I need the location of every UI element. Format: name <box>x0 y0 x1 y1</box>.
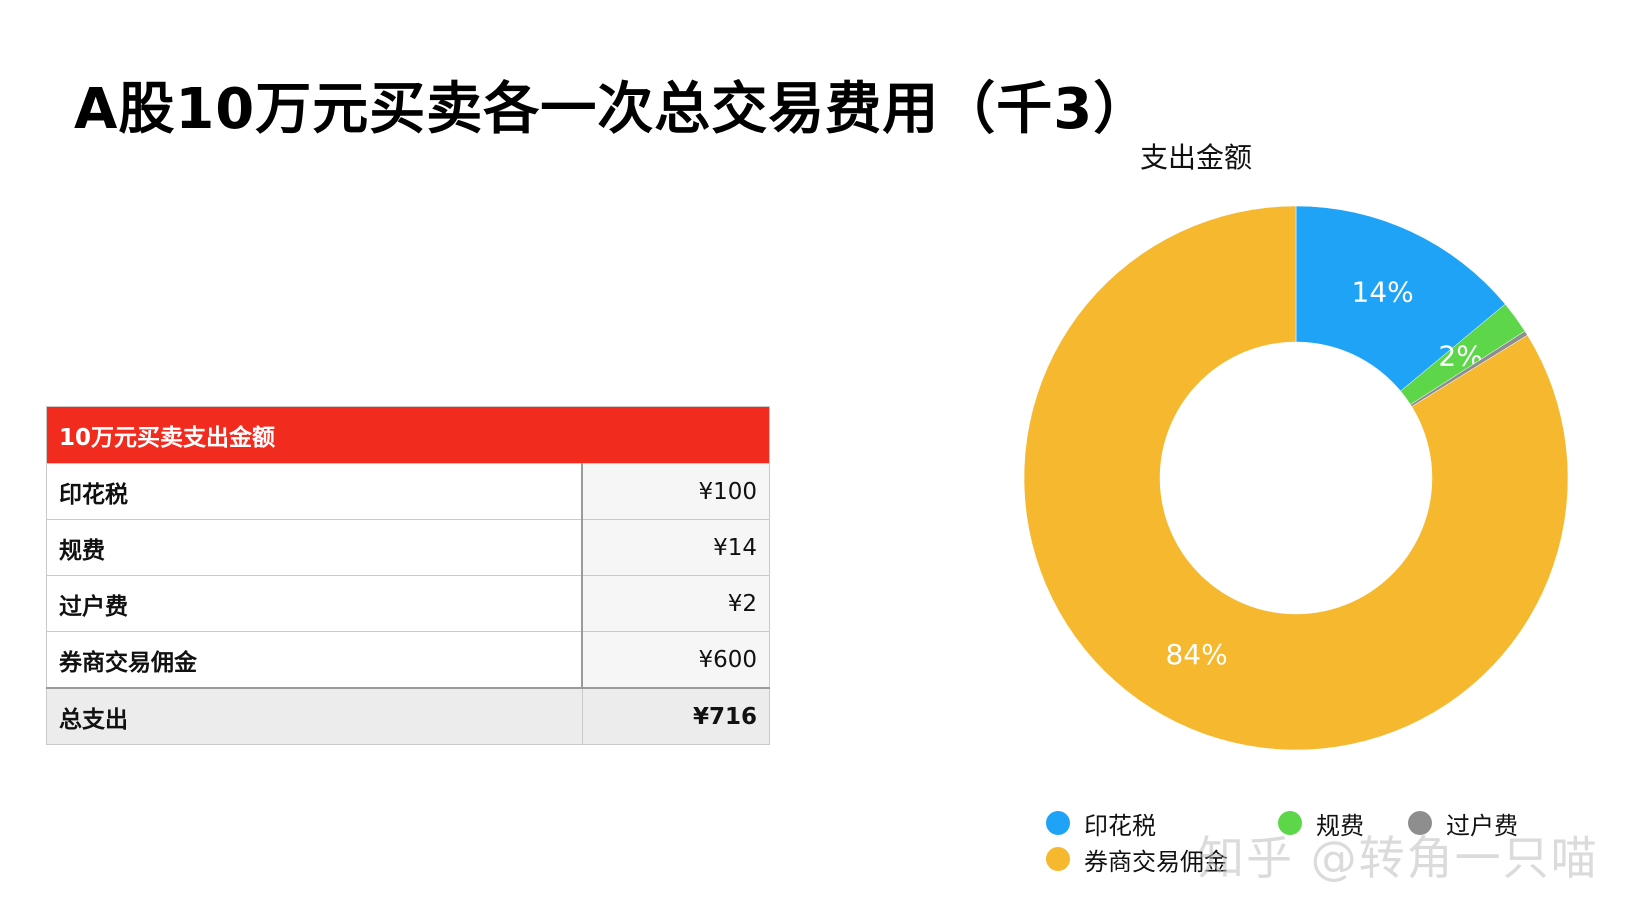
chart-legend: 印花税 规费 过户费 券商交易佣金 <box>1046 806 1586 886</box>
row-value-regulatory-fee: ¥14 <box>582 519 770 576</box>
row-label-transfer-fee: 过户费 <box>46 575 583 632</box>
table-row: 规费 ¥14 <box>46 519 770 576</box>
total-value: ¥716 <box>582 687 770 745</box>
legend-item-commission: 券商交易佣金 <box>1046 842 1228 876</box>
table-total-row: 总支出 ¥716 <box>46 687 770 745</box>
slice-commission <box>1023 205 1569 751</box>
row-value-commission: ¥600 <box>582 631 770 688</box>
slice-stamp-duty <box>1295 205 1506 392</box>
slice-percent-label: 84% <box>1165 638 1227 671</box>
row-value-stamp-duty: ¥100 <box>582 463 770 520</box>
legend-item-stamp-duty: 印花税 <box>1046 806 1156 840</box>
legend-label: 过户费 <box>1446 811 1518 840</box>
page-title: A股10万元买卖各一次总交易费用（千3） <box>74 77 1151 142</box>
legend-label: 印花税 <box>1084 811 1156 840</box>
table-row: 印花税 ¥100 <box>46 463 770 520</box>
table-row: 过户费 ¥2 <box>46 575 770 632</box>
legend-dot-icon <box>1046 811 1070 835</box>
legend-label: 券商交易佣金 <box>1084 847 1228 876</box>
legend-item-regulatory-fee: 规费 <box>1278 806 1364 840</box>
slice-percent-label: 14% <box>1352 275 1414 308</box>
expense-table: 10万元买卖支出金额 印花税 ¥100 规费 ¥14 过户费 ¥2 券商交易佣金… <box>46 406 770 745</box>
row-value-transfer-fee: ¥2 <box>582 575 770 632</box>
legend-dot-icon <box>1046 847 1070 871</box>
table-row: 券商交易佣金 ¥600 <box>46 631 770 688</box>
row-label-commission: 券商交易佣金 <box>46 631 583 688</box>
watermark: 知乎 @转角一只喵 <box>1198 831 1599 885</box>
legend-label: 规费 <box>1316 811 1364 840</box>
legend-item-transfer-fee: 过户费 <box>1408 806 1518 840</box>
legend-dot-icon <box>1278 811 1302 835</box>
row-label-regulatory-fee: 规费 <box>46 519 583 576</box>
total-label: 总支出 <box>46 687 583 745</box>
table-header: 10万元买卖支出金额 <box>46 406 770 464</box>
chart-title: 支出金额 <box>1139 141 1252 174</box>
legend-dot-icon <box>1408 811 1432 835</box>
row-label-stamp-duty: 印花税 <box>46 463 583 520</box>
